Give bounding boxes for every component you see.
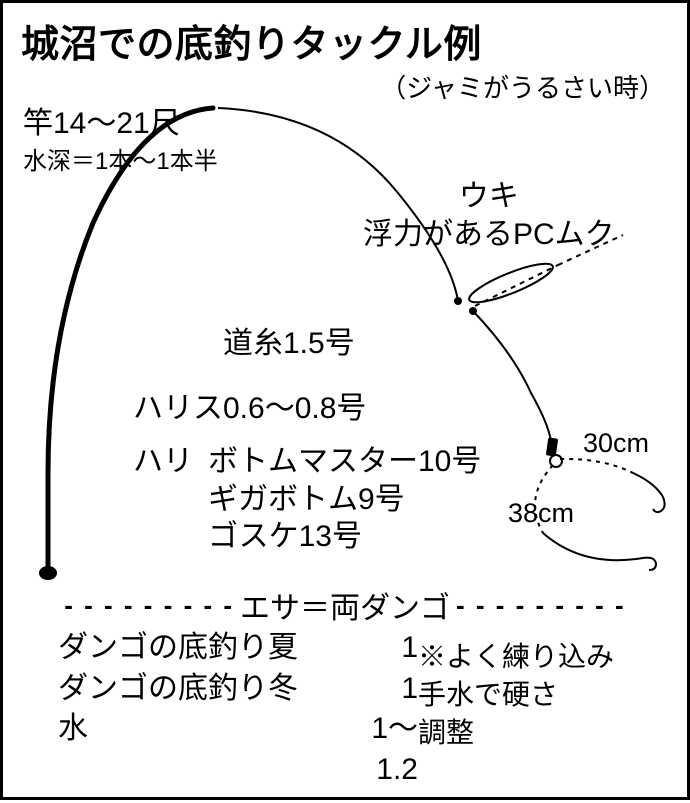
rod-butt [39,566,57,580]
note-1: ※よく練り込み [418,638,614,676]
recipe-row-3: 水 1～1.2 [58,709,418,790]
bait-label: エサ＝両ダンゴ [234,583,456,627]
harris-label: ハリス0.6～0.8号 [133,383,366,427]
rod-label: 竿14～21尺 [23,98,180,142]
hook-length-top: 30cm [583,428,649,459]
float-body [466,257,557,309]
float-stop-upper [454,297,462,305]
dash-left: - - - - - - - - - [64,590,234,621]
diagram-title: 城沼での底釣りタックル例 [3,3,687,70]
recipe3-amt: 1～1.2 [338,709,418,790]
float-line2: 浮力があるPCムク [363,218,615,251]
bait-divider: - - - - - - - - - エサ＝両ダンゴ - - - - - - - … [3,583,687,627]
recipe-row-1: ダンゴの底釣り夏 1 [58,628,418,669]
harris-top-solid [633,473,663,497]
recipe1-name: ダンゴの底釣り夏 [58,628,338,669]
recipe-block: ダンゴの底釣り夏 1 ダンゴの底釣り冬 1 水 1～1.2 [58,628,418,790]
recipe-row-2: ダンゴの底釣り冬 1 [58,669,418,710]
recipe2-name: ダンゴの底釣り冬 [58,669,338,710]
hook-label: ハリ [133,443,193,481]
note-2: 手水で硬さ [418,676,614,714]
float-label: ウキ 浮力があるPCムク [363,178,615,253]
depth-label: 水深＝1本～1本半 [23,141,218,176]
rod-shape [48,108,213,573]
hook-1: ボトムマスター10号 [208,443,481,481]
hook-top [653,497,665,512]
recipe3-name: 水 [58,709,338,790]
float-stop-lower [469,307,477,315]
dash-right: - - - - - - - - - [456,590,626,621]
note-3: 調整 [418,714,614,752]
swivel-ring [550,455,562,467]
hook-2: ギガボトム9号 [208,481,481,519]
swivel [546,437,558,456]
hook-bottom [643,558,656,570]
mainline-label: 道糸1.5号 [223,318,355,362]
recipe2-amt: 1 [338,669,418,710]
hook-length-bottom: 38cm [508,498,574,529]
harris-top-dashed [560,459,633,473]
harris-bottom-solid [543,533,643,560]
float-line1: ウキ [459,180,519,213]
recipe1-amt: 1 [338,628,418,669]
hook-list: ボトムマスター10号 ギガボトム9号 ゴスケ13号 [208,443,481,556]
note-block: ※よく練り込み 手水で硬さ 調整 [418,638,614,751]
hook-3: ゴスケ13号 [208,518,481,556]
